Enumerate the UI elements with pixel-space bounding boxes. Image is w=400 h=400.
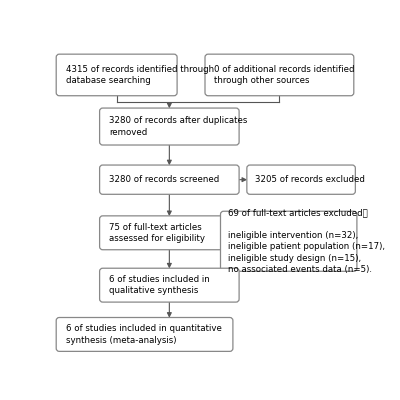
FancyBboxPatch shape bbox=[220, 211, 357, 271]
Text: 69 of full-text articles excluded，

ineligible intervention (n=32),
ineligible p: 69 of full-text articles excluded， ineli… bbox=[228, 208, 385, 274]
Text: 4315 of records identified through
database searching: 4315 of records identified through datab… bbox=[66, 65, 214, 85]
Text: 0 of additional records identified
through other sources: 0 of additional records identified throu… bbox=[214, 65, 355, 85]
FancyBboxPatch shape bbox=[56, 318, 233, 351]
Text: 6 of studies included in
qualitative synthesis: 6 of studies included in qualitative syn… bbox=[109, 275, 210, 295]
FancyBboxPatch shape bbox=[100, 108, 239, 145]
Text: 3280 of records after duplicates
removed: 3280 of records after duplicates removed bbox=[109, 116, 247, 137]
Text: 6 of studies included in quantitative
synthesis (meta-analysis): 6 of studies included in quantitative sy… bbox=[66, 324, 221, 345]
Text: 75 of full-text articles
assessed for eligibility: 75 of full-text articles assessed for el… bbox=[109, 222, 205, 243]
FancyBboxPatch shape bbox=[205, 54, 354, 96]
Text: 3280 of records screened: 3280 of records screened bbox=[109, 175, 219, 184]
FancyBboxPatch shape bbox=[100, 268, 239, 302]
Text: 3205 of records excluded: 3205 of records excluded bbox=[255, 175, 364, 184]
FancyBboxPatch shape bbox=[100, 165, 239, 194]
FancyBboxPatch shape bbox=[56, 54, 177, 96]
FancyBboxPatch shape bbox=[247, 165, 355, 194]
FancyBboxPatch shape bbox=[100, 216, 239, 250]
